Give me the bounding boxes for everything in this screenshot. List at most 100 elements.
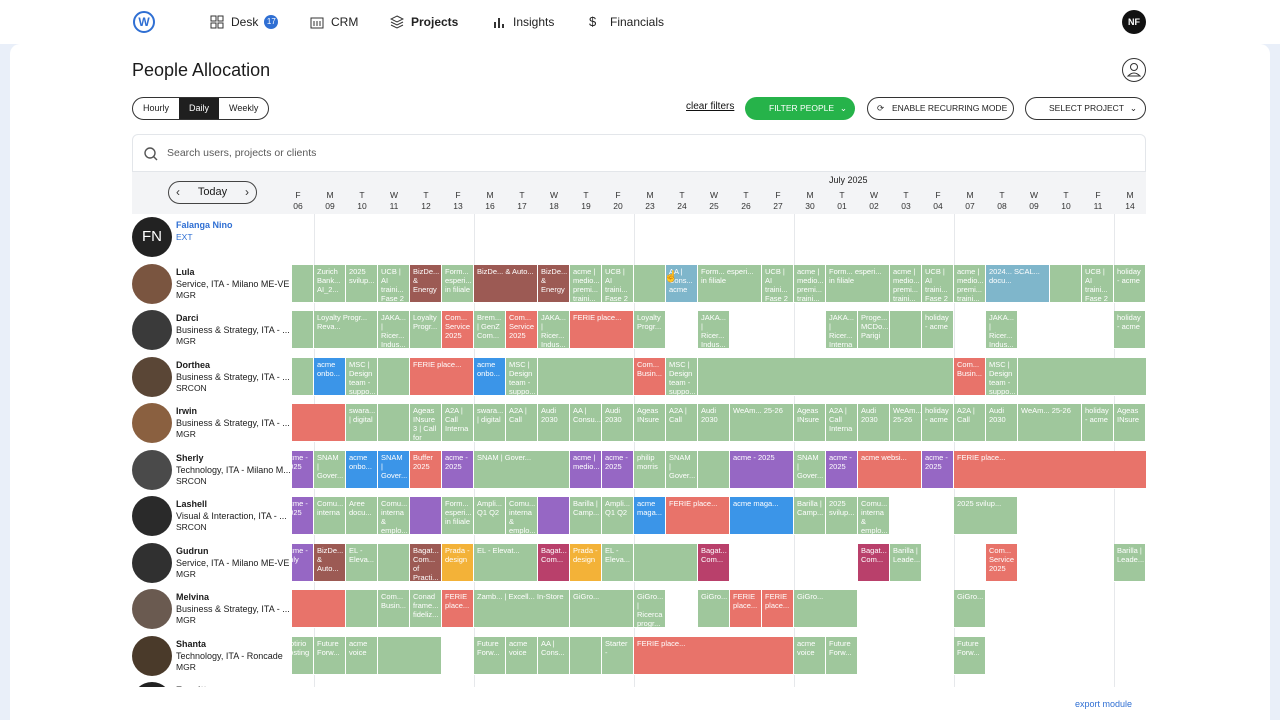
allocation-block[interactable] <box>378 543 410 582</box>
allocation-block[interactable]: GiGro... <box>698 590 730 628</box>
allocation-block[interactable]: UCB | AI traini... Fase 2 <box>602 264 634 303</box>
allocation-block[interactable]: Loyalty Progr... Reva... <box>314 311 378 349</box>
allocation-block[interactable]: A2A | Call Interna <box>826 404 858 442</box>
allocation-block[interactable]: Ampli... Q1 Q2 <box>474 497 506 535</box>
allocation-block[interactable]: acme | medio... premi... traini... <box>570 264 602 303</box>
allocation-block[interactable]: acme - 2025 <box>602 450 634 489</box>
allocation-block[interactable]: Barilla | Leade... <box>1114 543 1146 582</box>
nav-insights[interactable]: Insights <box>492 13 554 31</box>
allocation-block[interactable]: UCB | AI traini... Fase 2 <box>378 264 410 303</box>
user-avatar[interactable]: NF <box>1122 10 1146 34</box>
allocation-block[interactable]: EL - Elevat... <box>474 543 538 582</box>
allocation-block[interactable]: Audi 2030 <box>698 404 730 442</box>
allocation-block[interactable]: GiGro... <box>954 590 986 628</box>
allocation-block[interactable]: AA | Consu... <box>570 404 602 442</box>
allocation-block[interactable]: AA | Cons... <box>538 636 570 675</box>
allocation-block[interactable] <box>634 264 666 303</box>
allocation-block[interactable]: acme voice <box>794 636 826 675</box>
allocation-block[interactable]: AA | Cons... acme <box>666 264 698 303</box>
allocation-block[interactable]: 2025 svilup... <box>826 497 858 535</box>
allocation-block[interactable]: Prada - design <box>570 543 602 582</box>
allocation-block[interactable]: WeAm... 25-26 <box>730 404 794 442</box>
allocation-block[interactable]: acme onbo... <box>314 357 346 396</box>
allocation-block[interactable] <box>570 636 602 675</box>
allocation-block[interactable]: JAKA... | Ricer... Indus... <box>378 311 410 349</box>
allocation-block[interactable]: acme - 2025 <box>442 450 474 489</box>
person-row[interactable]: Sherly Technology, ITA - Milano M... SRCON <box>132 447 292 493</box>
allocation-block[interactable]: EL - Eleva... <box>602 543 634 582</box>
allocation-block[interactable]: FERIE place... <box>666 497 730 535</box>
person-name[interactable]: Shanta <box>176 638 207 649</box>
person-row[interactable]: Gudrun Service, ITA - Milano ME-VE MGR <box>132 540 292 586</box>
allocation-block[interactable]: acme - only <box>292 543 314 582</box>
allocation-block[interactable]: SNAM | Gover... <box>314 450 346 489</box>
person-name[interactable]: Emmitt <box>176 685 207 687</box>
allocation-block[interactable]: Barilla | Camp... <box>794 497 826 535</box>
search-input[interactable] <box>167 144 767 162</box>
allocation-block[interactable]: acme - 2025 <box>826 450 858 489</box>
allocation-block[interactable] <box>292 357 314 396</box>
allocation-block[interactable] <box>1018 357 1146 396</box>
allocation-block[interactable] <box>292 404 346 442</box>
allocation-block[interactable] <box>698 357 954 396</box>
chevron-right-icon[interactable]: › <box>245 185 249 199</box>
allocation-block[interactable]: philip morris <box>634 450 666 489</box>
allocation-block[interactable]: Loyalty Progr... <box>634 311 666 349</box>
allocation-block[interactable]: Comu... interna & emplo... <box>378 497 410 535</box>
allocation-block[interactable]: acme - 2025 <box>292 497 314 535</box>
allocation-block[interactable]: Conad frame... fideliz... <box>410 590 442 628</box>
allocation-block[interactable] <box>698 450 730 489</box>
allocation-block[interactable]: BizDe... & Energy <box>410 264 442 303</box>
person-name[interactable]: Lula <box>176 266 195 277</box>
nav-desk[interactable]: Desk 17 <box>210 13 279 31</box>
allocation-block[interactable]: BizDe... & Auto... <box>474 264 538 303</box>
allocation-block[interactable]: Form... esperi... in filiale <box>442 497 474 535</box>
allocation-block[interactable]: Future Forw... <box>474 636 506 675</box>
allocation-block[interactable]: A2A | Call <box>954 404 986 442</box>
allocation-block[interactable] <box>1050 264 1082 303</box>
allocation-block[interactable]: FERIE place... <box>762 590 794 628</box>
mode-weekly[interactable]: Weekly <box>229 103 259 113</box>
allocation-block[interactable]: acme | medio... premi... traini... <box>794 264 826 303</box>
allocation-block[interactable]: FERIE place... <box>442 590 474 628</box>
allocation-block[interactable] <box>634 543 698 582</box>
person-row[interactable]: Lula Service, ITA - Milano ME-VE MGR <box>132 261 292 307</box>
allocation-block[interactable]: acme - 2025 <box>292 450 314 489</box>
allocation-block[interactable]: MSC | Design team - suppo... <box>346 357 378 396</box>
allocation-block[interactable] <box>378 636 442 675</box>
allocation-block[interactable]: Ageas INsure 3 | Call for start... <box>410 404 442 442</box>
allocation-block[interactable]: Barilla | Leade... <box>890 543 922 582</box>
allocation-block[interactable]: holiday - acme <box>1082 404 1114 442</box>
person-row[interactable]: Emmitt <box>132 679 292 687</box>
allocation-block[interactable]: acme | medio... premi... traini... <box>954 264 986 303</box>
allocation-block[interactable]: acme voice <box>506 636 538 675</box>
allocation-block[interactable]: Com... Service 2025 <box>986 543 1018 582</box>
allocation-block[interactable]: Audi 2030 <box>858 404 890 442</box>
allocation-block[interactable]: acme onbo... <box>474 357 506 396</box>
allocation-block[interactable]: Loyalty Progr... <box>410 311 442 349</box>
allocation-block[interactable]: Audi 2030 <box>986 404 1018 442</box>
allocation-block[interactable]: acme maga... <box>634 497 666 535</box>
allocation-block[interactable]: SNAM | Gover... <box>474 450 570 489</box>
nav-crm[interactable]: CRM <box>310 13 358 31</box>
allocation-block[interactable] <box>292 590 346 628</box>
allocation-block[interactable]: acme - 2025 <box>922 450 954 489</box>
allocation-block[interactable]: JAKA... | Ricer... Indus... <box>538 311 570 349</box>
person-row[interactable]: Shanta Technology, ITA - Roncade MGR <box>132 633 292 679</box>
allocation-block[interactable]: holiday - acme <box>922 404 954 442</box>
allocation-block[interactable]: WeAm... 25-26 <box>1018 404 1082 442</box>
allocation-block[interactable]: EL - Eleva... <box>346 543 378 582</box>
allocation-block[interactable]: Ageas INsure <box>634 404 666 442</box>
allocation-block[interactable]: Starter - <box>602 636 634 675</box>
select-project-button[interactable]: SELECT PROJECT ⌄ <box>1025 97 1146 120</box>
nav-financials[interactable]: $ Financials <box>589 13 664 31</box>
person-row[interactable]: Lashell Visual & Interaction, ITA - ... SR… <box>132 493 292 539</box>
profile-button[interactable] <box>1122 58 1146 82</box>
allocation-block[interactable]: Buffer 2025 <box>410 450 442 489</box>
allocation-block[interactable]: WeAm... 25-26 <box>890 404 922 442</box>
allocation-block[interactable]: Bagat... Com... of Practi... <box>410 543 442 582</box>
allocation-block[interactable]: Comu... interna & emplo... <box>506 497 538 535</box>
chevron-left-icon[interactable]: ‹ <box>176 185 180 199</box>
person-row[interactable]: Irwin Business & Strategy, ITA - ... MGR <box>132 400 292 446</box>
allocation-block[interactable]: GiGro... <box>794 590 858 628</box>
